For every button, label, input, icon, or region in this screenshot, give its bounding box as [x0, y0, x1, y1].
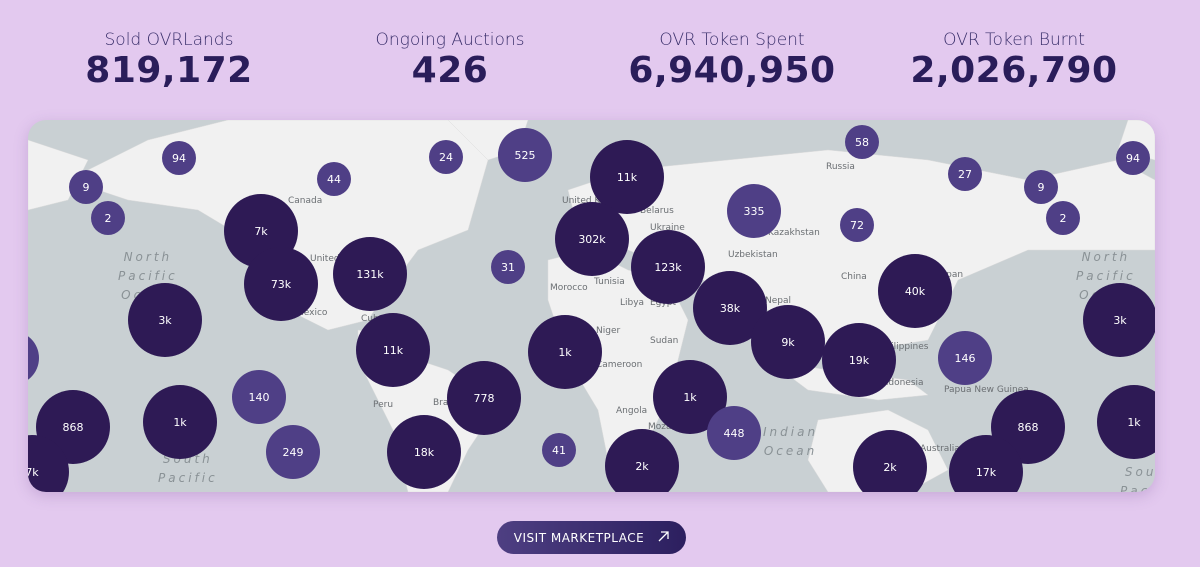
stat-label: Sold OVRLands: [104, 30, 234, 50]
stat-value: 819,172: [85, 50, 253, 91]
cluster-marker[interactable]: 9k: [751, 305, 825, 379]
visit-marketplace-button[interactable]: VISIT MARKETPLACE: [497, 521, 686, 554]
cluster-marker[interactable]: 24: [429, 140, 463, 174]
map-label: Sudan: [650, 336, 679, 346]
cluster-marker[interactable]: 778: [447, 361, 521, 435]
map-label: Nepal: [765, 296, 791, 306]
cluster-marker[interactable]: 27: [948, 157, 982, 191]
cluster-marker[interactable]: 131k: [333, 237, 407, 311]
cluster-marker[interactable]: 2: [91, 201, 125, 235]
map-label: Uzbekistan: [728, 250, 778, 260]
ocean-label: SouthPacificOcean: [1120, 465, 1155, 492]
stat-value: 426: [411, 50, 489, 91]
map-label: Libya: [620, 298, 645, 308]
ocean-label: Indian Ocean: [763, 425, 819, 458]
map-label: Angola: [616, 406, 648, 416]
map-label: Peru: [373, 400, 394, 410]
arrow-up-right-icon: [658, 530, 669, 545]
cluster-marker[interactable]: 94: [1116, 141, 1150, 175]
map-label: Japan: [938, 270, 964, 280]
cluster-marker[interactable]: 19k: [822, 323, 896, 397]
map-label: Indonesia: [880, 378, 924, 388]
cluster-marker[interactable]: 11k: [356, 313, 430, 387]
cluster-marker[interactable]: 3k: [1083, 283, 1155, 357]
map-label: Morocco: [550, 283, 588, 293]
map-label: China: [841, 272, 867, 282]
cluster-marker[interactable]: 1k: [1097, 385, 1155, 459]
cluster-marker[interactable]: 40k: [878, 254, 952, 328]
map-label: Niger: [596, 326, 621, 336]
map-label: Mexico: [296, 308, 328, 318]
cluster-marker[interactable]: 525: [498, 128, 552, 182]
map-label: Tunisia: [594, 277, 625, 287]
cluster-marker[interactable]: 2k: [605, 429, 679, 492]
cluster-marker[interactable]: 9: [69, 170, 103, 204]
map-label: Belarus: [640, 206, 674, 216]
stat-label: OVR Token Burnt: [943, 30, 1085, 50]
cluster-marker[interactable]: 9: [1024, 170, 1058, 204]
cluster-marker[interactable]: 58: [845, 125, 879, 159]
cluster-marker[interactable]: 44: [317, 162, 351, 196]
stat-value: 2,026,790: [910, 50, 1118, 91]
cluster-marker[interactable]: 140: [232, 370, 286, 424]
cluster-marker[interactable]: 146: [938, 331, 992, 385]
cluster-marker[interactable]: 73k: [244, 247, 318, 321]
stat-label: OVR Token Spent: [659, 30, 805, 50]
cluster-marker[interactable]: 448: [707, 406, 761, 460]
map-label: Russia: [826, 162, 855, 172]
map-label: Australia: [920, 444, 960, 454]
cluster-marker[interactable]: 17k: [949, 435, 1023, 492]
map-label: Ukraine: [650, 223, 685, 233]
stat-ovr-token-spent: OVR Token Spent 6,940,950: [602, 30, 862, 91]
cluster-marker[interactable]: 302k: [555, 202, 629, 276]
map-label: Brazil: [433, 398, 459, 408]
visit-marketplace-label: VISIT MARKETPLACE: [513, 530, 645, 545]
cluster-marker[interactable]: 3k: [128, 283, 202, 357]
stat-ovr-token-burnt: OVR Token Burnt 2,026,790: [884, 30, 1144, 91]
map-label: Canada: [288, 196, 323, 206]
cluster-marker[interactable]: 1k: [528, 315, 602, 389]
map-label: Kazakhstan: [768, 228, 820, 238]
stat-ongoing-auctions: Ongoing Auctions 426: [320, 30, 580, 91]
stat-label: Ongoing Auctions: [375, 30, 525, 50]
cluster-marker[interactable]: 123k: [631, 230, 705, 304]
map-label: Cameroon: [596, 360, 643, 370]
cluster-marker[interactable]: 1k: [143, 385, 217, 459]
cluster-marker[interactable]: [28, 331, 39, 385]
cluster-marker[interactable]: 94: [162, 141, 196, 175]
cluster-marker[interactable]: 31: [491, 250, 525, 284]
cluster-marker[interactable]: 2: [1046, 201, 1080, 235]
map-label: Papua New Guinea: [944, 385, 1029, 395]
map-label: Philippines: [880, 342, 929, 352]
cluster-marker[interactable]: 335: [727, 184, 781, 238]
cluster-marker[interactable]: 11k: [590, 140, 664, 214]
stat-value: 6,940,950: [628, 50, 836, 91]
cluster-marker[interactable]: 41: [542, 433, 576, 467]
cluster-marker[interactable]: 2k: [853, 430, 927, 492]
cluster-marker[interactable]: 249: [266, 425, 320, 479]
stat-sold-ovrlands: Sold OVRLands 819,172: [39, 30, 299, 91]
cluster-marker[interactable]: 72: [840, 208, 874, 242]
cluster-marker[interactable]: 18k: [387, 415, 461, 489]
